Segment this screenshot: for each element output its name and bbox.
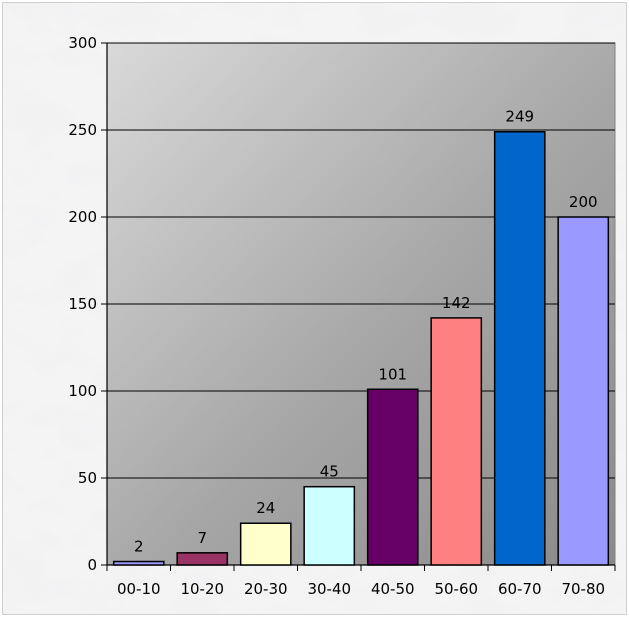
y-tick-label: 200 [68, 208, 97, 226]
bar-00-10 [112, 560, 165, 566]
data-label: 45 [320, 463, 339, 481]
bar-chart: 0 50 100 150 200 250 300 2 00-10 7 10-20 24 20-30 45 3… [3, 3, 626, 614]
data-label: 2 [134, 538, 144, 556]
bar-50-60 [430, 317, 483, 566]
bar-60-70 [493, 130, 546, 566]
data-label: 142 [442, 294, 471, 312]
data-label: 101 [378, 365, 407, 383]
x-tick-label: 60-70 [498, 580, 542, 598]
x-tick-label: 40-50 [371, 580, 415, 598]
bar-70-80 [557, 216, 610, 566]
x-tick-label: 70-80 [561, 580, 605, 598]
bar-30-40 [303, 485, 356, 566]
x-tick-label: 30-40 [307, 580, 351, 598]
y-tick-label: 300 [68, 34, 97, 52]
y-tick-label: 250 [68, 121, 97, 139]
bar-40-50 [366, 388, 419, 566]
data-label: 7 [197, 529, 207, 547]
x-tick-label: 20-30 [244, 580, 288, 598]
x-tick-label: 00-10 [117, 580, 161, 598]
bar-20-30 [239, 522, 292, 566]
x-tick-label: 50-60 [434, 580, 478, 598]
y-tick-label: 100 [68, 382, 97, 400]
data-label: 249 [505, 108, 534, 126]
y-tick-label: 50 [78, 469, 97, 487]
data-label: 200 [569, 193, 598, 211]
y-tick-label: 0 [87, 556, 97, 574]
data-label: 24 [256, 499, 275, 517]
x-tick-label: 10-20 [180, 580, 224, 598]
bar-10-20 [176, 552, 229, 566]
y-tick-label: 150 [68, 295, 97, 313]
